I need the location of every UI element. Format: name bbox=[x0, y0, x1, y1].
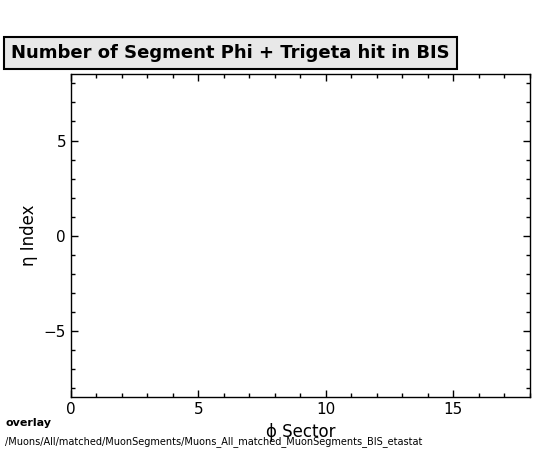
X-axis label: ϕ Sector: ϕ Sector bbox=[265, 423, 335, 441]
Y-axis label: η Index: η Index bbox=[20, 205, 38, 267]
Text: overlay: overlay bbox=[5, 418, 51, 428]
Text: /Muons/All/matched/MuonSegments/Muons_All_matched_MuonSegments_BIS_etastat: /Muons/All/matched/MuonSegments/Muons_Al… bbox=[5, 437, 423, 448]
Text: Number of Segment Phi + Trigeta hit in BIS: Number of Segment Phi + Trigeta hit in B… bbox=[11, 44, 449, 62]
